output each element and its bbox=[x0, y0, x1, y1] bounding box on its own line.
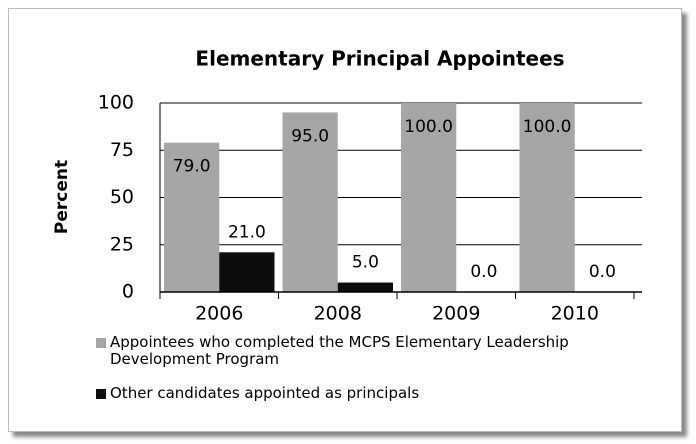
y-tick-label: 0 bbox=[122, 281, 134, 303]
legend: Appointees who completed the MCPS Elemen… bbox=[96, 334, 641, 419]
legend-swatch bbox=[96, 389, 106, 399]
data-label: 0.0 bbox=[470, 262, 497, 282]
x-tick-label: 2008 bbox=[314, 303, 362, 325]
legend-item: Other candidates appointed as principals bbox=[96, 385, 641, 402]
x-tick-label: 2006 bbox=[195, 303, 243, 325]
bar bbox=[282, 112, 338, 292]
data-label: 0.0 bbox=[589, 262, 616, 282]
y-tick-label: 100 bbox=[98, 92, 134, 114]
data-label: 79.0 bbox=[173, 157, 211, 177]
data-label: 21.0 bbox=[228, 222, 266, 242]
bar bbox=[164, 142, 220, 292]
bar bbox=[219, 252, 275, 292]
legend-label: Appointees who completed the MCPS Elemen… bbox=[110, 333, 569, 368]
y-tick-label: 50 bbox=[110, 186, 134, 208]
bar bbox=[337, 282, 393, 292]
y-tick-label: 25 bbox=[110, 233, 134, 255]
y-tick-label: 75 bbox=[110, 139, 134, 161]
data-label: 100.0 bbox=[523, 117, 572, 137]
chart-title: Elementary Principal Appointees bbox=[195, 47, 564, 71]
bar bbox=[401, 103, 457, 292]
bar bbox=[519, 103, 575, 292]
data-label: 95.0 bbox=[291, 126, 329, 146]
x-tick-label: 2009 bbox=[432, 303, 480, 325]
y-axis-label: Percent bbox=[52, 160, 72, 234]
legend-label: Other candidates appointed as principals bbox=[110, 384, 420, 402]
data-label: 100.0 bbox=[404, 117, 453, 137]
legend-swatch bbox=[96, 338, 106, 348]
x-tick-label: 2010 bbox=[551, 303, 599, 325]
data-label: 5.0 bbox=[352, 253, 379, 273]
legend-item: Appointees who completed the MCPS Elemen… bbox=[96, 334, 641, 368]
